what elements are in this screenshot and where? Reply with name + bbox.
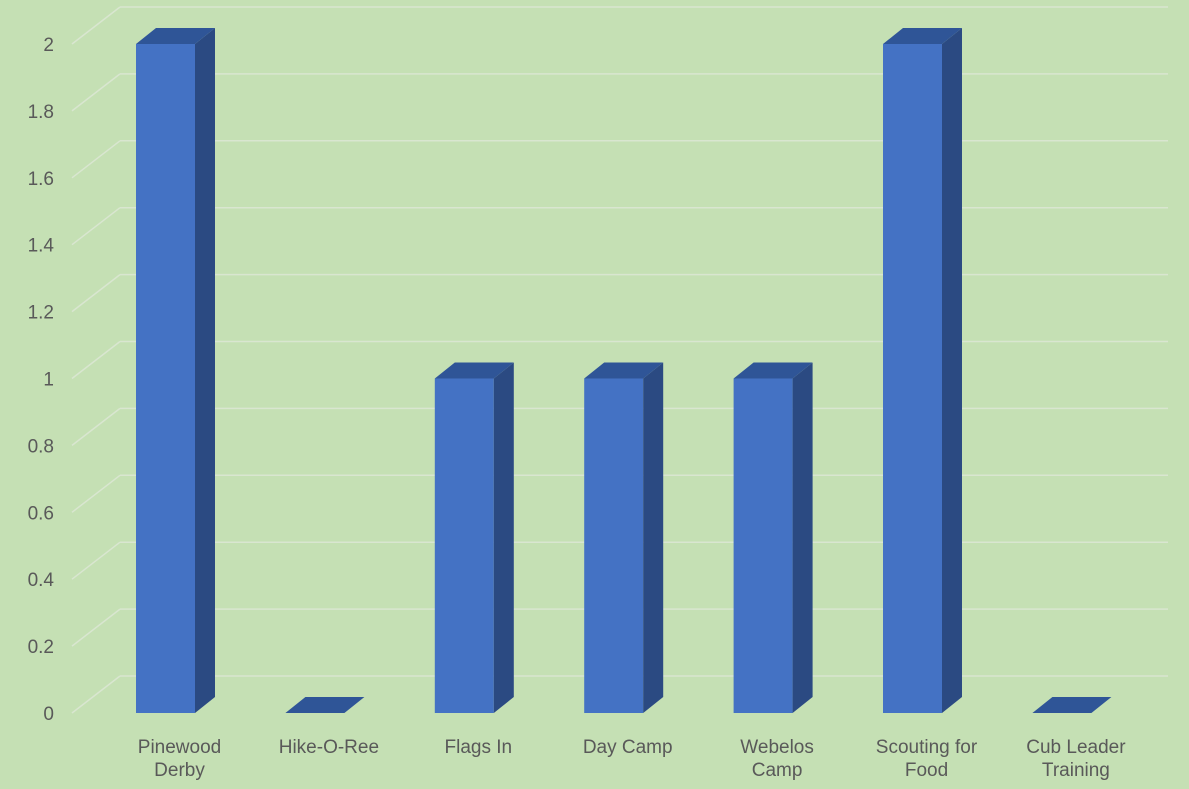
x-category-label-6: Cub Leader Training — [1026, 737, 1126, 781]
x-category-label-3: Day Camp — [583, 737, 673, 758]
bar-front-3 — [584, 378, 644, 713]
gridline-depth-8 — [71, 140, 121, 179]
bar-side-4 — [792, 362, 813, 713]
bar-side-3 — [643, 362, 664, 713]
x-category-label-1: Hike-O-Ree — [279, 737, 379, 758]
bar-side-5 — [942, 28, 962, 713]
y-tick-label-1: 0.2 — [28, 637, 54, 658]
bar-front-4 — [733, 378, 793, 713]
x-category-label-0: Pinewood Derby — [138, 737, 221, 781]
x-category-label-line: Camp — [752, 760, 803, 781]
gridline-depth-4 — [71, 407, 121, 446]
bar-top-2 — [434, 362, 514, 379]
gridline-depth-0 — [71, 675, 121, 714]
bar-top-3 — [584, 362, 664, 379]
bar-front-0 — [136, 44, 195, 713]
gridline-depth-5 — [71, 340, 121, 380]
gridline-depth-9 — [71, 73, 121, 112]
bar-top-1 — [285, 697, 365, 713]
y-tick-label-7: 1.4 — [28, 236, 55, 257]
x-category-label-line: Day Camp — [583, 737, 673, 758]
x-category-label-line: Scouting for — [876, 737, 978, 758]
x-category-label-line: Derby — [154, 760, 205, 781]
y-tick-label-6: 1.2 — [28, 303, 54, 324]
y-tick-label-2: 0.4 — [28, 570, 55, 591]
x-category-label-4: Webelos Camp — [740, 737, 814, 781]
bar-side-0 — [195, 28, 215, 713]
x-category-label-line: Hike-O-Ree — [279, 737, 379, 758]
bar-top-5 — [883, 28, 962, 44]
gridline-depth-3 — [71, 474, 121, 513]
gridline-depth-2 — [71, 541, 121, 580]
gridline-depth-7 — [71, 207, 121, 246]
y-tick-label-10: 2 — [43, 35, 54, 56]
bar-top-4 — [733, 362, 813, 379]
y-tick-label-8: 1.6 — [28, 169, 54, 190]
x-category-label-line: Training — [1042, 760, 1110, 781]
x-category-label-line: Webelos — [740, 737, 814, 758]
x-category-label-line: Pinewood — [138, 737, 221, 758]
y-tick-label-9: 1.8 — [28, 102, 54, 123]
bar-front-5 — [883, 44, 942, 713]
y-tick-label-3: 0.6 — [28, 503, 54, 524]
bar-top-0 — [136, 28, 215, 44]
gridline-depth-6 — [71, 274, 121, 313]
y-tick-label-4: 0.8 — [28, 436, 54, 457]
gridline-depth-1 — [71, 608, 121, 647]
y-tick-label-0: 0 — [43, 704, 54, 725]
bar-side-2 — [493, 362, 514, 713]
x-category-label-line: Cub Leader — [1026, 737, 1126, 758]
bar-front-2 — [434, 378, 494, 713]
gridline-depth-10 — [71, 6, 121, 45]
bar-top-6 — [1032, 697, 1112, 713]
x-category-label-line: Food — [905, 760, 948, 781]
x-category-label-5: Scouting for Food — [876, 737, 978, 781]
x-category-label-line: Flags In — [445, 737, 513, 758]
x-category-label-2: Flags In — [445, 737, 513, 758]
y-tick-label-5: 1 — [43, 370, 54, 391]
